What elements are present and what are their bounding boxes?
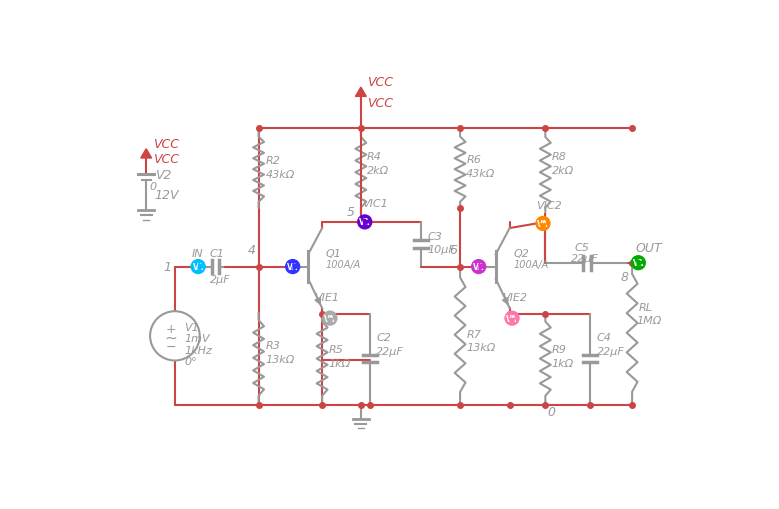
Text: 12V: 12V (155, 188, 179, 201)
Text: 1kHz: 1kHz (184, 345, 212, 355)
Text: 4: 4 (248, 244, 256, 257)
Text: 0: 0 (150, 181, 157, 191)
Text: 1kΩ: 1kΩ (328, 358, 351, 368)
Text: C5: C5 (575, 243, 590, 253)
Text: C3: C3 (428, 231, 442, 241)
Text: VA: VA (506, 314, 517, 323)
Text: R2: R2 (266, 156, 280, 166)
Text: ~: ~ (164, 330, 178, 345)
Text: 8: 8 (620, 271, 628, 284)
Text: VIC1: VIC1 (362, 199, 388, 208)
Text: 100A/A: 100A/A (326, 260, 361, 270)
Text: 6: 6 (449, 244, 457, 257)
Text: Q2: Q2 (513, 248, 530, 258)
Text: R4: R4 (367, 152, 382, 162)
Circle shape (631, 256, 645, 270)
Text: C4: C4 (597, 333, 612, 343)
Text: 5: 5 (347, 205, 354, 218)
Circle shape (505, 312, 519, 325)
Circle shape (358, 215, 372, 230)
Text: V1: V1 (184, 322, 199, 332)
Circle shape (536, 217, 550, 231)
Text: VA: VA (633, 259, 644, 268)
Text: V2: V2 (155, 168, 171, 181)
Circle shape (286, 260, 300, 274)
Text: 2kΩ: 2kΩ (367, 166, 390, 176)
Text: 1mV: 1mV (184, 333, 210, 344)
Text: −: − (166, 341, 176, 353)
Text: 22μF: 22μF (376, 347, 404, 357)
Text: 22μF: 22μF (597, 347, 624, 357)
Text: VA: VA (324, 314, 336, 323)
Polygon shape (355, 88, 366, 97)
Text: Q1: Q1 (326, 248, 342, 258)
Text: 1: 1 (163, 261, 171, 273)
Text: 10μF: 10μF (428, 244, 455, 254)
Text: +: + (166, 322, 176, 335)
Text: 22μF: 22μF (571, 253, 598, 264)
Text: 0°: 0° (184, 357, 197, 366)
Text: VA: VA (359, 218, 370, 227)
Text: IN: IN (192, 248, 203, 258)
Text: VA: VA (192, 263, 204, 271)
Text: VIC2: VIC2 (536, 201, 562, 211)
Polygon shape (141, 150, 152, 159)
Text: RL: RL (638, 302, 652, 312)
Text: VCC: VCC (153, 137, 179, 151)
Text: VIE2: VIE2 (502, 293, 527, 303)
Text: 2kΩ: 2kΩ (552, 166, 573, 176)
Text: 43kΩ: 43kΩ (467, 168, 495, 178)
Text: 2μF: 2μF (210, 274, 231, 285)
Text: VIE1: VIE1 (315, 293, 340, 303)
Text: C1: C1 (210, 248, 224, 258)
Text: R5: R5 (328, 344, 344, 354)
Text: R9: R9 (552, 344, 566, 354)
Text: VCC: VCC (367, 97, 393, 110)
Text: 1MΩ: 1MΩ (636, 316, 661, 326)
Text: VA: VA (473, 263, 485, 271)
Text: 1kΩ: 1kΩ (552, 358, 573, 368)
Text: VA: VA (538, 219, 548, 229)
Text: VA: VA (287, 263, 298, 271)
Circle shape (323, 312, 337, 325)
Text: R3: R3 (266, 341, 280, 350)
Text: VCC: VCC (367, 76, 393, 89)
Text: VCC: VCC (153, 153, 179, 166)
Text: 0: 0 (547, 405, 555, 418)
Text: R6: R6 (467, 154, 481, 164)
Text: R7: R7 (467, 329, 481, 339)
Text: 100A/A: 100A/A (513, 260, 548, 270)
Circle shape (191, 260, 205, 274)
Text: OUT: OUT (636, 241, 663, 254)
Text: 13kΩ: 13kΩ (266, 354, 294, 364)
Circle shape (472, 260, 485, 274)
Text: 43kΩ: 43kΩ (266, 170, 294, 180)
Text: 13kΩ: 13kΩ (467, 343, 495, 353)
Text: R8: R8 (552, 152, 566, 162)
Text: C2: C2 (376, 333, 391, 343)
